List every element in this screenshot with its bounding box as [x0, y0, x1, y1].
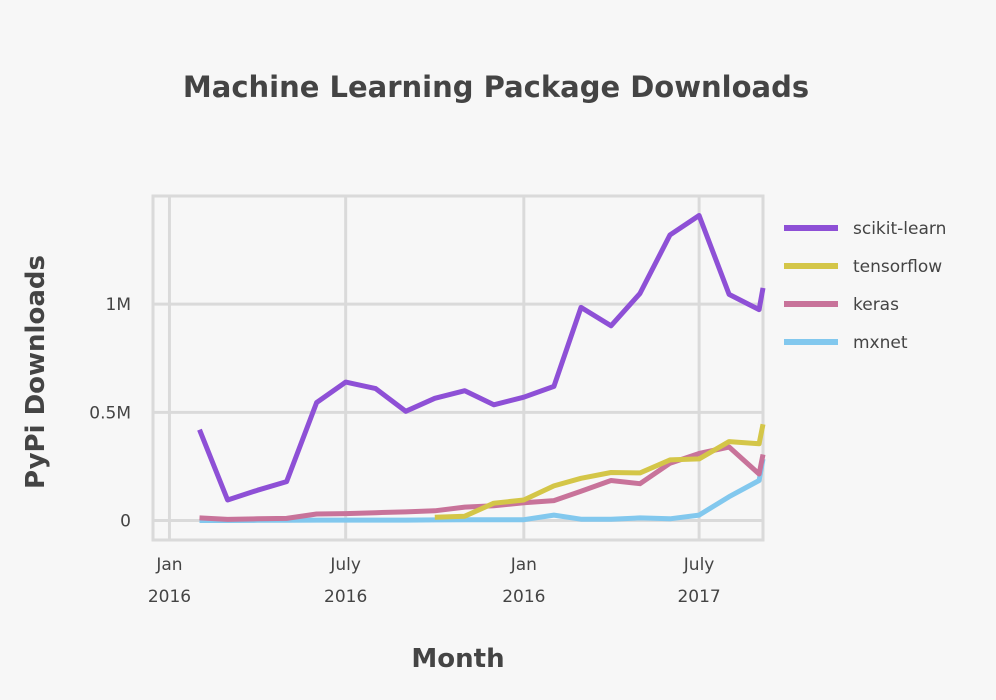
plot-area [151, 194, 765, 542]
legend-label: keras [853, 295, 899, 315]
series-lines [197, 213, 766, 523]
legend-label: mxnet [853, 333, 908, 353]
series-line-tensorflow [434, 423, 766, 520]
x-tick-label-line1: July [329, 555, 361, 575]
y-axis-title: PyPi Downloads [21, 255, 51, 489]
y-axis-ticks: 0 0.5M 1M [89, 295, 131, 531]
legend-label: scikit-learn [853, 219, 946, 239]
x-tick-label-line1: Jan [155, 555, 182, 575]
y-tick-label: 1M [106, 295, 131, 315]
series-line-mxnet [199, 458, 766, 523]
x-tick-label-line2: 2016 [502, 587, 545, 607]
x-axis-title: Month [411, 644, 504, 674]
chart-title: Machine Learning Package Downloads [183, 70, 809, 104]
legend: scikit-learn tensorflow keras mxnet [784, 219, 946, 353]
x-tick-label-line2: 2016 [324, 587, 367, 607]
legend-label: tensorflow [853, 257, 942, 277]
y-tick-label: 0.5M [89, 403, 131, 423]
x-axis-ticks: Jan 2016 July 2016 Jan 2016 July 2017 [148, 555, 721, 607]
x-tick-label-line2: 2017 [677, 587, 720, 607]
x-tick-label-line1: Jan [510, 555, 537, 575]
x-tick-label-line2: 2016 [148, 587, 191, 607]
y-tick-label: 0 [120, 512, 131, 532]
series-line-scikit-learn [197, 213, 766, 503]
x-tick-label-line1: July [683, 555, 715, 575]
